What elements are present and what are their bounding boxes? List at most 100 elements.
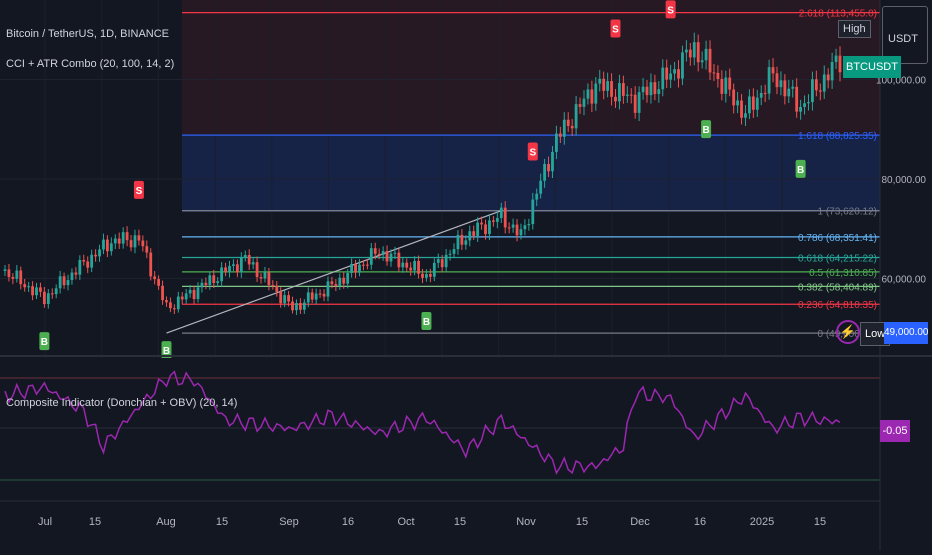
candle-body (688, 49, 692, 58)
candle-body (578, 104, 582, 107)
candle-body (275, 285, 279, 292)
candle-body (342, 277, 346, 284)
candle-body (287, 295, 290, 302)
candle-body (232, 264, 235, 266)
candle-body (145, 246, 149, 253)
candle-body (259, 277, 263, 279)
fib-level-label: 1.618 (88,825.35) (798, 131, 877, 142)
candles (3, 32, 842, 315)
buy-marker-label: B (41, 337, 48, 348)
indicator-value: -0.05 (882, 425, 908, 437)
candle-body (125, 232, 129, 241)
candle-body (566, 119, 570, 126)
time-axis-label: 15 (454, 516, 466, 528)
candle-body (822, 74, 826, 92)
candle-body (637, 92, 641, 113)
candle-body (358, 264, 361, 273)
indicator-legend: CCI + ATR Combo (20, 100, 14, 2) (6, 58, 175, 70)
candle-body (558, 133, 562, 137)
candle-body (192, 289, 196, 300)
time-axis-label: 15 (576, 516, 588, 528)
ticker-badge: BTCUSDT (843, 56, 901, 78)
candle-body (661, 67, 665, 90)
candle-body (724, 77, 728, 94)
candle-body (129, 240, 133, 248)
candle-body (322, 293, 326, 297)
candle-body (594, 83, 598, 104)
time-axis-label: 16 (342, 516, 354, 528)
high-label: High (843, 23, 866, 35)
candle-body (228, 265, 231, 273)
candle-body (464, 240, 468, 245)
candle-body (176, 296, 180, 310)
candle-body (704, 48, 708, 61)
time-axis-label: Aug (156, 516, 176, 528)
candle-body (755, 97, 759, 110)
buy-marker-label: B (163, 346, 170, 357)
candle-body (306, 292, 310, 303)
candle-body (653, 82, 657, 95)
candle-body (70, 272, 74, 281)
currency-button[interactable]: USDT (882, 6, 928, 64)
candle-body (161, 285, 164, 301)
candle-body (330, 281, 334, 285)
candle-body (109, 243, 113, 252)
candle-body (452, 249, 456, 254)
candle-body (113, 238, 117, 244)
time-axis-label: Jul (38, 516, 52, 528)
candle-body (137, 235, 141, 241)
candle-body (834, 55, 838, 63)
candle-body (299, 303, 302, 310)
trend-line[interactable] (166, 210, 502, 334)
candle-body (102, 239, 105, 250)
candle-body (117, 238, 121, 244)
candle-body (491, 220, 495, 222)
candle-body (448, 253, 452, 255)
candle-body (692, 42, 696, 58)
candle-body (720, 78, 724, 94)
price-tick-label: 100,000.00 (876, 76, 926, 87)
candle-body (172, 308, 176, 310)
candle-body (728, 77, 732, 90)
candle-body (385, 251, 389, 262)
candle-body (684, 49, 688, 53)
candle-body (625, 94, 629, 96)
sell-marker: S (610, 19, 621, 38)
indicator-background (0, 358, 880, 500)
time-axis[interactable]: Jul 15 Aug 15 Sep 16 Oct 15 Nov 15 Dec 16 2025 15 (0, 500, 880, 528)
sell-marker-label: S (529, 148, 536, 159)
candle-body (267, 272, 271, 286)
candle-body (811, 79, 814, 103)
candle-body (740, 100, 743, 118)
candle-body (476, 222, 480, 236)
candle-body (409, 267, 413, 271)
tradingview-logo[interactable]: ⚡ (836, 320, 860, 344)
candle-body (641, 86, 645, 93)
candle-body (759, 92, 763, 98)
price-scale[interactable]: 100,000.00 80,000.00 60,000.00 (876, 0, 926, 550)
candle-body (239, 257, 243, 273)
candle-body (180, 296, 184, 300)
candle-body (649, 82, 653, 96)
candle-body (204, 282, 208, 285)
candle-body (787, 88, 791, 97)
candle-body (495, 217, 499, 222)
candle-body (645, 86, 649, 96)
candle-body (50, 293, 54, 295)
candle-body (58, 276, 62, 289)
candle-body (515, 224, 519, 236)
candle-body (539, 180, 543, 194)
candle-body (86, 261, 90, 268)
candle-body (480, 222, 483, 225)
candle-body (413, 260, 417, 271)
price-tick-label: 60,000.00 (882, 274, 927, 285)
candle-body (751, 96, 755, 110)
candle-body (283, 295, 287, 304)
candle-body (54, 288, 58, 295)
candle-body (582, 98, 586, 107)
candle-body (629, 94, 633, 96)
candle-body (767, 67, 771, 94)
candle-body (389, 253, 393, 262)
